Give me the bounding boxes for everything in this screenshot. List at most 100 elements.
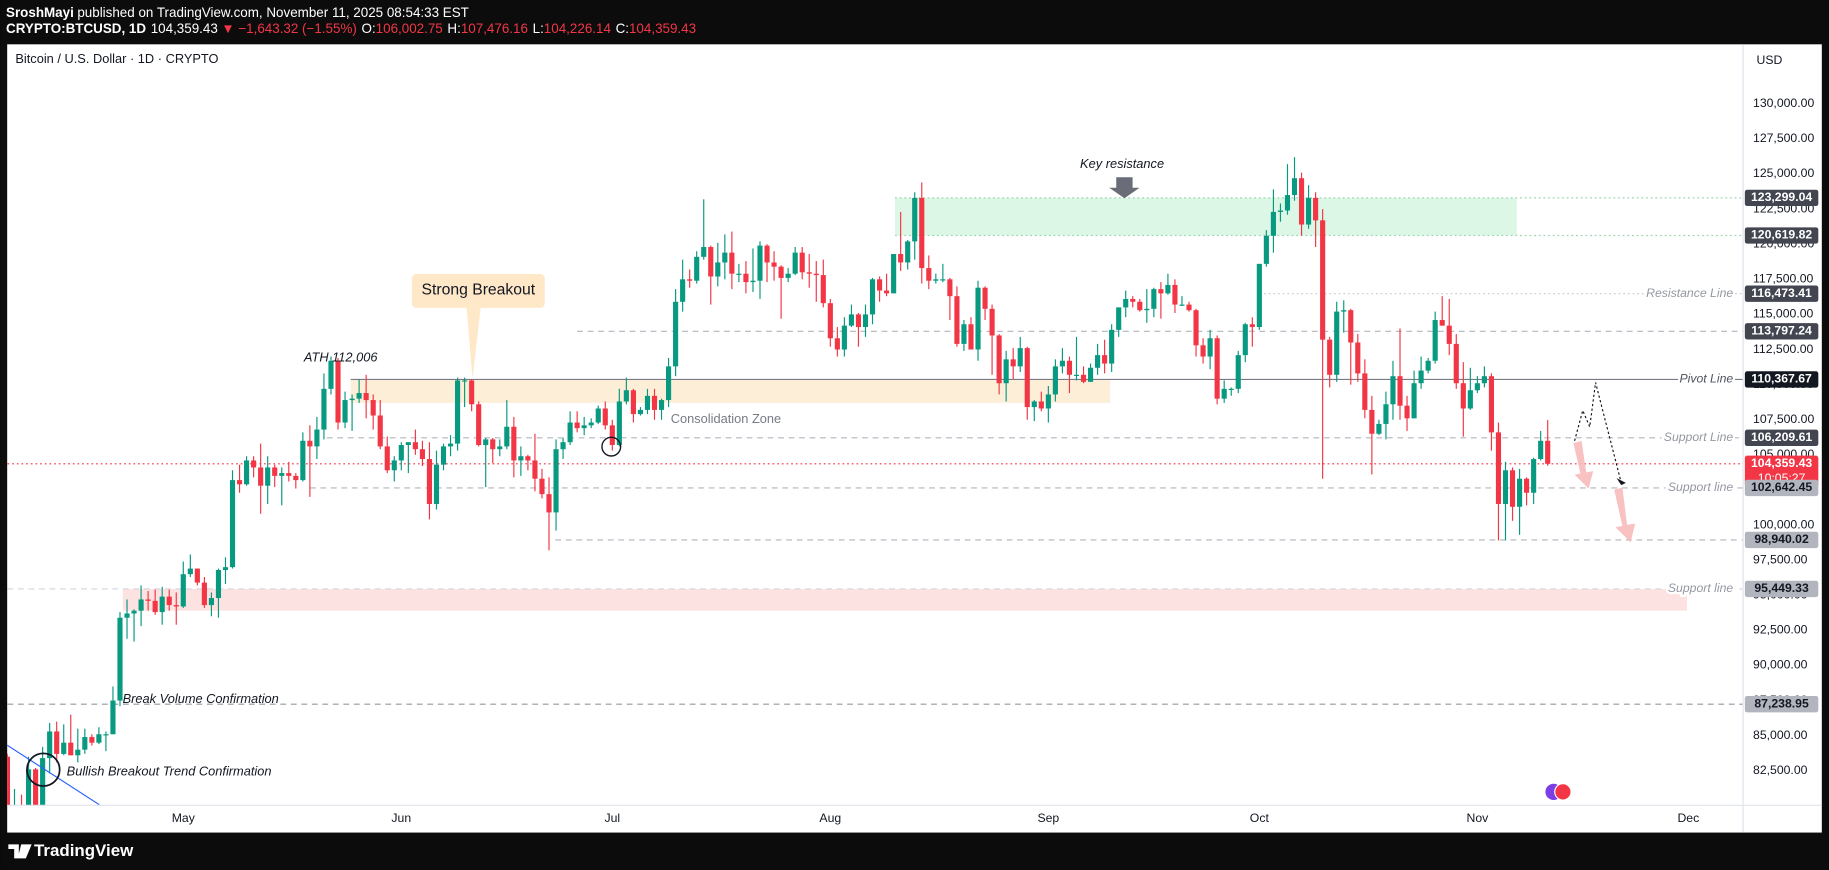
price-badge: [1744, 696, 1819, 713]
candle-body: [1186, 304, 1192, 311]
candle-body: [433, 464, 440, 504]
candle-body: [1116, 307, 1122, 330]
logo-mark: [8, 844, 32, 859]
candle-body: [152, 600, 158, 613]
candle-body: [1341, 310, 1347, 312]
candle-body: [124, 613, 130, 618]
candle-body: [1439, 320, 1445, 326]
candle-body: [722, 252, 728, 263]
candle-body: [1193, 310, 1199, 346]
candle-body: [187, 568, 193, 575]
y-tick-label: 90,000.00: [1753, 658, 1808, 672]
candle-body: [553, 449, 559, 513]
candle-body: [701, 247, 707, 257]
zone: [895, 197, 1517, 236]
candle-body: [47, 731, 53, 759]
candle-body: [694, 256, 700, 281]
candle-body: [1010, 359, 1016, 367]
candle-body: [504, 426, 510, 447]
y-tick-label: 107,500.00: [1753, 412, 1814, 426]
candle-body: [546, 494, 552, 513]
price-badges: 123,299.04 120,619.82 116,473.41 113,797.24…: [1744, 189, 1819, 713]
candle-body: [862, 314, 869, 328]
candle-body: [1517, 478, 1523, 507]
candle-body: [349, 398, 355, 401]
candle-body: [518, 456, 524, 461]
candle-body: [715, 262, 721, 277]
x-tick-label: Sep: [1037, 811, 1059, 825]
x-tick-label: Jun: [391, 811, 411, 825]
candle-body: [1270, 211, 1276, 236]
candle-body: [1031, 401, 1037, 408]
candle-body: [1221, 388, 1227, 399]
annotation: Consolidation Zone: [671, 411, 781, 426]
candle-body: [54, 731, 60, 754]
candle-body: [447, 443, 454, 447]
candle-body: [834, 338, 840, 350]
candle-body: [286, 473, 292, 476]
candle-body: [391, 460, 397, 471]
candle-body: [236, 480, 243, 485]
candle-body: [1390, 376, 1396, 405]
candle-body: [370, 400, 376, 416]
y-tick-label: 100,000.00: [1753, 517, 1814, 531]
y-tick-label: 112,500.00: [1753, 342, 1814, 356]
price-badge-label: 102,642.45: [1751, 480, 1812, 494]
candle-body: [1524, 478, 1530, 493]
candle-body: [1017, 348, 1023, 367]
candle-body: [940, 279, 946, 281]
candle-body: [1488, 376, 1495, 433]
author: SroshMayi: [6, 4, 74, 19]
candle-body: [968, 324, 974, 350]
candle-body: [644, 395, 651, 410]
candle-body: [426, 459, 433, 504]
candle-body: [384, 446, 390, 471]
level-title: Support line: [1668, 480, 1733, 494]
candle-body: [1298, 178, 1305, 225]
candle-body: [180, 574, 186, 607]
candle-body: [729, 252, 735, 274]
last-price: 104,359.43: [151, 21, 218, 36]
zone: [122, 588, 1687, 611]
candle-body: [588, 422, 594, 426]
candle-body: [173, 605, 179, 607]
candle-body: [1362, 373, 1368, 410]
candle-body: [687, 279, 693, 281]
candle-body: [61, 742, 67, 754]
candle-body: [1446, 325, 1452, 344]
candle-body: [1425, 360, 1431, 371]
header-line: SroshMayi published on TradingView.com, N…: [6, 4, 469, 19]
candle-body: [855, 314, 862, 328]
candle-body: [1538, 440, 1544, 460]
price-badge: [1744, 455, 1819, 488]
price-badge-label: 87,238.95: [1754, 696, 1809, 710]
candle-body: [581, 425, 587, 429]
candle-body: [1460, 383, 1466, 409]
x-tick-label: Dec: [1677, 811, 1699, 825]
candle-body: [497, 446, 503, 450]
candle-body: [1024, 348, 1030, 408]
trend-line: [7, 744, 100, 805]
level-title: Resistance Line: [1646, 286, 1733, 300]
currency-label: USD: [1757, 53, 1783, 67]
candle-body: [1123, 298, 1129, 308]
price-badge-label: 110,367.67: [1751, 372, 1812, 386]
candle-body: [1235, 355, 1241, 389]
candle-body: [1045, 394, 1051, 409]
candle-body: [1545, 440, 1551, 464]
candle-body: [1095, 355, 1101, 368]
circle-marker: [601, 436, 622, 457]
candle-body: [229, 480, 236, 568]
candle-body: [532, 460, 538, 479]
candle-body: [1179, 304, 1185, 306]
candle-body: [40, 758, 46, 805]
candle-body: [490, 439, 496, 450]
candle-body: [848, 314, 854, 326]
candle-body: [258, 467, 264, 486]
candle-body: [813, 273, 819, 276]
candle-body: [1481, 376, 1487, 384]
ohlc-value: 107,476.16: [461, 21, 528, 36]
candle-body: [1102, 355, 1108, 364]
circle-marker: [26, 752, 61, 787]
ohlc-label: L:: [533, 21, 544, 36]
